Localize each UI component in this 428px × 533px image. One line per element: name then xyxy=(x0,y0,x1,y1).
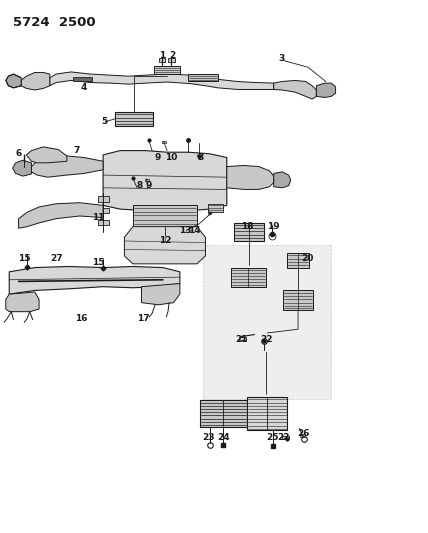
Text: 2: 2 xyxy=(169,51,176,60)
Text: 6: 6 xyxy=(15,149,22,158)
Text: 21: 21 xyxy=(235,335,248,344)
Polygon shape xyxy=(103,151,227,211)
Polygon shape xyxy=(142,284,180,305)
Polygon shape xyxy=(26,147,67,163)
Text: 9: 9 xyxy=(155,153,161,162)
Polygon shape xyxy=(231,268,266,287)
Polygon shape xyxy=(98,196,110,201)
Polygon shape xyxy=(239,337,246,340)
Polygon shape xyxy=(235,223,265,241)
Text: 16: 16 xyxy=(74,314,87,323)
Polygon shape xyxy=(188,74,218,82)
Text: 15: 15 xyxy=(18,254,30,263)
Text: 24: 24 xyxy=(217,433,230,442)
Text: 5724  2500: 5724 2500 xyxy=(14,15,96,29)
Text: 22: 22 xyxy=(277,433,289,442)
Polygon shape xyxy=(300,434,305,437)
Polygon shape xyxy=(282,435,288,439)
Polygon shape xyxy=(18,203,103,228)
Text: 1: 1 xyxy=(159,51,165,60)
Text: 13: 13 xyxy=(179,226,191,235)
Text: 26: 26 xyxy=(297,430,310,439)
Text: 9: 9 xyxy=(146,181,152,190)
Polygon shape xyxy=(125,227,205,264)
Text: 5: 5 xyxy=(101,117,107,126)
Polygon shape xyxy=(31,156,103,177)
Polygon shape xyxy=(154,66,180,74)
Polygon shape xyxy=(98,208,110,213)
Polygon shape xyxy=(6,74,21,88)
Text: 17: 17 xyxy=(137,314,150,323)
Text: 18: 18 xyxy=(241,222,253,231)
Text: 20: 20 xyxy=(302,254,314,263)
Polygon shape xyxy=(159,58,165,62)
Polygon shape xyxy=(13,160,31,176)
Polygon shape xyxy=(247,397,287,430)
Polygon shape xyxy=(168,58,175,62)
Polygon shape xyxy=(98,220,110,225)
Polygon shape xyxy=(316,83,336,98)
Text: 19: 19 xyxy=(267,222,279,231)
Text: 15: 15 xyxy=(92,258,104,266)
Text: 4: 4 xyxy=(81,83,87,92)
Text: 23: 23 xyxy=(202,433,215,442)
Text: 7: 7 xyxy=(74,146,80,155)
Polygon shape xyxy=(227,165,274,189)
Polygon shape xyxy=(6,292,39,312)
Polygon shape xyxy=(145,179,149,181)
Text: 8: 8 xyxy=(197,153,203,162)
Text: 8: 8 xyxy=(137,181,143,190)
Polygon shape xyxy=(200,400,247,427)
Text: 14: 14 xyxy=(188,226,201,235)
Polygon shape xyxy=(73,77,92,82)
Polygon shape xyxy=(287,253,309,268)
Polygon shape xyxy=(274,172,291,188)
Text: 22: 22 xyxy=(260,335,272,344)
Polygon shape xyxy=(208,204,223,212)
Polygon shape xyxy=(9,266,180,294)
Polygon shape xyxy=(283,290,313,310)
Text: 25: 25 xyxy=(267,433,279,442)
Polygon shape xyxy=(115,112,153,126)
Polygon shape xyxy=(133,205,197,227)
Polygon shape xyxy=(162,141,166,143)
Text: 10: 10 xyxy=(165,153,178,162)
Polygon shape xyxy=(274,80,316,99)
Text: 11: 11 xyxy=(92,213,104,222)
Bar xyxy=(203,245,331,399)
Text: 12: 12 xyxy=(159,237,171,246)
Text: 3: 3 xyxy=(278,54,285,62)
Text: 27: 27 xyxy=(50,254,62,263)
Polygon shape xyxy=(50,72,274,90)
Polygon shape xyxy=(21,72,50,90)
